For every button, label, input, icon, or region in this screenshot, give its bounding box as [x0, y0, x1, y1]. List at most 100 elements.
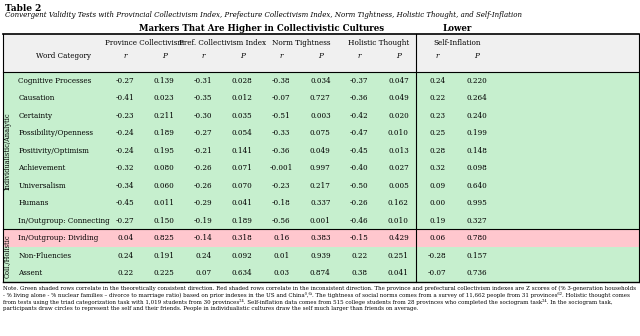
- Text: -0.41: -0.41: [116, 94, 134, 102]
- Text: 0.24: 0.24: [117, 252, 133, 260]
- Text: P: P: [162, 52, 166, 60]
- Text: 0.013: 0.013: [388, 147, 409, 155]
- Text: 0.24: 0.24: [429, 77, 445, 85]
- Text: In/Outgroup: Dividing: In/Outgroup: Dividing: [19, 234, 99, 242]
- Text: Note. Green shaded rows correlate in the theoretically consistent direction. Red: Note. Green shaded rows correlate in the…: [3, 286, 636, 311]
- Text: 0.318: 0.318: [232, 234, 253, 242]
- Text: -0.07: -0.07: [428, 269, 447, 277]
- Text: 0.24: 0.24: [195, 252, 211, 260]
- Text: -0.42: -0.42: [350, 112, 369, 120]
- Text: 0.337: 0.337: [310, 199, 331, 207]
- Text: r: r: [436, 52, 439, 60]
- Text: -0.35: -0.35: [194, 94, 212, 102]
- Text: 0.005: 0.005: [388, 182, 409, 190]
- Text: 0.047: 0.047: [388, 77, 409, 85]
- Text: -0.27: -0.27: [116, 77, 134, 85]
- Text: 0.001: 0.001: [310, 217, 331, 225]
- Text: -0.27: -0.27: [194, 129, 212, 137]
- Text: 0.027: 0.027: [388, 164, 409, 172]
- Text: -0.51: -0.51: [272, 112, 291, 120]
- Text: 0.240: 0.240: [466, 112, 487, 120]
- Text: Universalism: Universalism: [19, 182, 66, 190]
- Text: Causation: Causation: [19, 94, 55, 102]
- Text: Possibility/Openness: Possibility/Openness: [19, 129, 93, 137]
- Text: 0.075: 0.075: [310, 129, 331, 137]
- Text: Cognitive Processes: Cognitive Processes: [19, 77, 92, 85]
- Text: -0.36: -0.36: [272, 147, 291, 155]
- Text: -0.45: -0.45: [116, 199, 134, 207]
- Text: P: P: [396, 52, 401, 60]
- Text: -0.36: -0.36: [350, 94, 369, 102]
- Text: -0.50: -0.50: [350, 182, 369, 190]
- Text: Self-Inflation: Self-Inflation: [433, 39, 481, 47]
- Text: 0.225: 0.225: [154, 269, 175, 277]
- Text: -0.33: -0.33: [272, 129, 291, 137]
- Text: Holistic Thought: Holistic Thought: [348, 39, 410, 47]
- Text: Individualistic/Analytic: Individualistic/Analytic: [4, 112, 12, 190]
- Text: 0.189: 0.189: [232, 217, 253, 225]
- Text: 0.217: 0.217: [310, 182, 331, 190]
- Text: Markers That Are Higher in Collectivistic Cultures: Markers That Are Higher in Collectivisti…: [139, 24, 385, 33]
- Text: 0.995: 0.995: [466, 199, 487, 207]
- Text: 0.041: 0.041: [232, 199, 253, 207]
- Text: 0.003: 0.003: [310, 112, 331, 120]
- Text: 0.148: 0.148: [466, 147, 487, 155]
- Text: 0.012: 0.012: [232, 94, 253, 102]
- Text: r: r: [280, 52, 283, 60]
- Text: -0.23: -0.23: [116, 112, 134, 120]
- Text: 0.09: 0.09: [429, 182, 445, 190]
- Text: -0.40: -0.40: [350, 164, 369, 172]
- Text: 0.825: 0.825: [154, 234, 175, 242]
- Text: 0.780: 0.780: [466, 234, 487, 242]
- Text: 0.041: 0.041: [388, 269, 409, 277]
- Text: 0.035: 0.035: [232, 112, 253, 120]
- Text: 0.139: 0.139: [154, 77, 175, 85]
- Text: Table 2: Table 2: [5, 4, 42, 13]
- Text: 0.211: 0.211: [154, 112, 175, 120]
- Text: 0.25: 0.25: [429, 129, 445, 137]
- Text: -0.28: -0.28: [428, 252, 447, 260]
- Text: 0.264: 0.264: [466, 94, 487, 102]
- Text: -0.34: -0.34: [116, 182, 134, 190]
- Text: r: r: [202, 52, 205, 60]
- Text: -0.45: -0.45: [350, 147, 369, 155]
- Text: 0.049: 0.049: [310, 147, 331, 155]
- Text: In/Outgroup: Connecting: In/Outgroup: Connecting: [19, 217, 110, 225]
- Text: Positivity/Optimism: Positivity/Optimism: [19, 147, 89, 155]
- Text: 0.00: 0.00: [429, 199, 445, 207]
- Text: 0.071: 0.071: [232, 164, 253, 172]
- Text: 0.098: 0.098: [466, 164, 487, 172]
- Text: 0.16: 0.16: [273, 234, 289, 242]
- Text: r: r: [124, 52, 127, 60]
- Text: r: r: [358, 52, 361, 60]
- Text: Achievement: Achievement: [19, 164, 66, 172]
- Text: -0.27: -0.27: [116, 217, 134, 225]
- Text: P: P: [474, 52, 479, 60]
- Text: 0.199: 0.199: [466, 129, 487, 137]
- Text: 0.080: 0.080: [154, 164, 175, 172]
- Text: 0.023: 0.023: [154, 94, 175, 102]
- Text: -0.32: -0.32: [116, 164, 134, 172]
- Text: 0.429: 0.429: [388, 234, 409, 242]
- Text: -0.24: -0.24: [116, 147, 134, 155]
- Text: -0.26: -0.26: [194, 182, 212, 190]
- Text: -0.14: -0.14: [194, 234, 212, 242]
- Text: Non-Fluencies: Non-Fluencies: [19, 252, 72, 260]
- Text: -0.07: -0.07: [272, 94, 291, 102]
- Text: 0.01: 0.01: [273, 252, 289, 260]
- Text: -0.24: -0.24: [116, 129, 134, 137]
- Text: 0.03: 0.03: [273, 269, 289, 277]
- Text: 0.634: 0.634: [232, 269, 253, 277]
- Text: 0.162: 0.162: [388, 199, 409, 207]
- Text: 0.011: 0.011: [154, 199, 175, 207]
- Text: 0.251: 0.251: [388, 252, 409, 260]
- Text: Word Category: Word Category: [36, 52, 91, 60]
- Text: 0.092: 0.092: [232, 252, 253, 260]
- Text: -0.56: -0.56: [272, 217, 291, 225]
- Text: -0.18: -0.18: [272, 199, 291, 207]
- Text: 0.049: 0.049: [388, 94, 409, 102]
- Text: 0.06: 0.06: [429, 234, 445, 242]
- Text: -0.001: -0.001: [269, 164, 293, 172]
- Text: 0.150: 0.150: [154, 217, 175, 225]
- Text: 0.727: 0.727: [310, 94, 331, 102]
